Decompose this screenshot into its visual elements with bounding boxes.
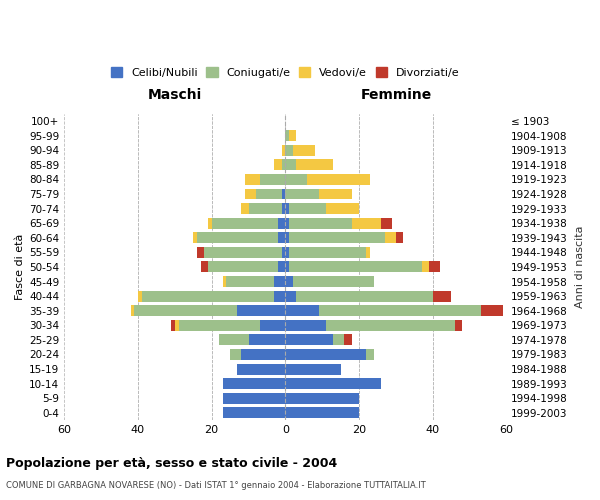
Bar [286,262,289,272]
Bar [289,247,367,258]
Bar [208,218,212,228]
Bar [286,232,289,243]
Bar [204,247,281,258]
Bar [175,320,179,331]
Bar [281,203,286,214]
Bar [286,160,296,170]
Bar [241,349,286,360]
Bar [293,276,374,287]
Bar [286,393,359,404]
Bar [352,218,381,228]
Bar [429,262,440,272]
Bar [385,232,396,243]
Bar [179,320,260,331]
Bar [248,334,286,345]
Text: Femmine: Femmine [360,88,431,102]
Bar [481,305,503,316]
Bar [274,160,281,170]
Bar [138,290,142,302]
Bar [248,203,281,214]
Bar [241,203,248,214]
Bar [223,393,286,404]
Bar [289,130,296,141]
Bar [281,188,286,200]
Text: Maschi: Maschi [148,88,202,102]
Y-axis label: Anni di nascita: Anni di nascita [575,226,585,308]
Bar [286,144,293,156]
Bar [131,305,134,316]
Bar [286,188,319,200]
Bar [200,262,208,272]
Y-axis label: Fasce di età: Fasce di età [15,234,25,300]
Bar [286,378,381,389]
Bar [197,232,278,243]
Bar [286,334,333,345]
Bar [274,276,286,287]
Bar [193,232,197,243]
Bar [212,218,278,228]
Bar [286,290,296,302]
Bar [307,174,370,185]
Bar [260,174,286,185]
Bar [319,188,352,200]
Bar [344,334,352,345]
Bar [289,218,352,228]
Bar [367,247,370,258]
Bar [238,305,286,316]
Bar [219,334,248,345]
Bar [396,232,403,243]
Bar [333,334,344,345]
Bar [289,262,422,272]
Bar [296,290,433,302]
Bar [230,349,241,360]
Bar [433,290,451,302]
Bar [289,232,385,243]
Bar [326,203,359,214]
Bar [142,290,274,302]
Legend: Celibi/Nubili, Coniugati/e, Vedovi/e, Divorziati/e: Celibi/Nubili, Coniugati/e, Vedovi/e, Di… [107,64,463,82]
Bar [278,262,286,272]
Bar [245,188,256,200]
Text: COMUNE DI GARBAGNA NOVARESE (NO) - Dati ISTAT 1° gennaio 2004 - Elaborazione TUT: COMUNE DI GARBAGNA NOVARESE (NO) - Dati … [6,480,426,490]
Bar [208,262,278,272]
Bar [223,378,286,389]
Bar [286,408,359,418]
Bar [223,408,286,418]
Bar [289,203,326,214]
Bar [281,144,286,156]
Bar [238,364,286,374]
Bar [319,305,481,316]
Bar [286,305,319,316]
Bar [134,305,238,316]
Bar [286,130,289,141]
Bar [281,247,286,258]
Bar [278,218,286,228]
Bar [286,203,289,214]
Bar [274,290,286,302]
Bar [197,247,204,258]
Bar [286,320,326,331]
Bar [286,364,341,374]
Bar [278,232,286,243]
Bar [381,218,392,228]
Bar [455,320,462,331]
Bar [286,247,289,258]
Bar [286,349,367,360]
Bar [293,144,315,156]
Bar [422,262,429,272]
Bar [260,320,286,331]
Bar [286,276,293,287]
Bar [256,188,281,200]
Bar [286,218,289,228]
Bar [223,276,226,287]
Bar [245,174,260,185]
Bar [326,320,455,331]
Bar [296,160,333,170]
Text: Popolazione per età, sesso e stato civile - 2004: Popolazione per età, sesso e stato civil… [6,458,337,470]
Bar [226,276,274,287]
Bar [171,320,175,331]
Bar [286,174,307,185]
Bar [281,160,286,170]
Bar [367,349,374,360]
